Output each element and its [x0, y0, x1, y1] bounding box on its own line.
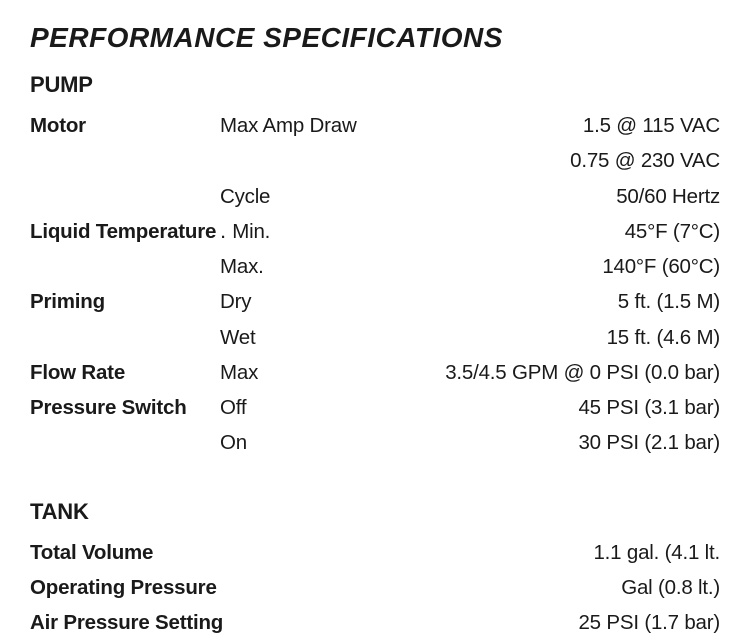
- value-priming-dry: 5 ft. (1.5 M): [618, 284, 720, 319]
- label-max: Max.: [220, 249, 264, 284]
- page-title: PERFORMANCE SPECIFICATIONS: [30, 22, 720, 54]
- col1: Priming: [30, 284, 220, 319]
- spec-sheet: PERFORMANCE SPECIFICATIONS PUMP Motor Ma…: [0, 0, 750, 623]
- value-liquidtemp-min: 45°F (7°C): [625, 214, 720, 249]
- label-pswitch: Pressure Switch: [30, 390, 187, 425]
- label-priming: Priming: [30, 284, 105, 319]
- label-min: Min.: [232, 214, 270, 249]
- value-pswitch-off: 45 PSI (3.1 bar): [578, 390, 720, 425]
- row-totalvolume: Total Volume 1.1 gal. (4.1 lt.: [30, 535, 720, 570]
- section-heading-pump: PUMP: [30, 72, 720, 98]
- value-flowrate: 3.5/4.5 GPM @ 0 PSI (0.0 bar): [445, 355, 720, 390]
- col1: Liquid Temperature ..: [30, 214, 230, 249]
- value-priming-wet: 15 ft. (4.6 M): [607, 320, 720, 355]
- value-liquidtemp-max: 140°F (60°C): [602, 249, 720, 284]
- value-totalvolume: 1.1 gal. (4.1 lt.: [593, 535, 720, 570]
- row-liquidtemp-min: Liquid Temperature .. Min. 45°F (7°C): [30, 214, 720, 249]
- label-flowrate: Flow Rate: [30, 355, 125, 390]
- col1: Flow Rate: [30, 355, 220, 390]
- value-pswitch-on: 30 PSI (2.1 bar): [578, 425, 720, 460]
- label-wet: Wet: [220, 320, 255, 355]
- col1: Motor: [30, 108, 220, 143]
- row-pswitch-off: Pressure Switch Off 45 PSI (3.1 bar): [30, 390, 720, 425]
- row-priming-wet: Wet 15 ft. (4.6 M): [30, 320, 720, 355]
- label-on: On: [220, 425, 247, 460]
- leader-icon: ..: [220, 214, 226, 249]
- label-maxampdraw: Max Amp Draw: [220, 108, 357, 143]
- value-cycle: 50/60 Hertz: [616, 179, 720, 214]
- label-liquidtemp: Liquid Temperature: [30, 214, 216, 249]
- label-flowrate-max: Max: [220, 355, 258, 390]
- row-pswitch-on: On 30 PSI (2.1 bar): [30, 425, 720, 460]
- section-heading-tank: TANK: [30, 499, 720, 525]
- label-totalvolume: Total Volume: [30, 535, 153, 570]
- row-priming-dry: Priming Dry 5 ft. (1.5 M): [30, 284, 720, 319]
- label-dry: Dry: [220, 284, 251, 319]
- label-off: Off: [220, 390, 246, 425]
- label-motor: Motor: [30, 108, 86, 143]
- label-cycle: Cycle: [220, 179, 270, 214]
- value-oppressure: Gal (0.8 lt.): [621, 570, 720, 605]
- row-liquidtemp-max: Max. 140°F (60°C): [30, 249, 720, 284]
- row-motor-maxamp: Motor Max Amp Draw 1.5 @ 115 VAC: [30, 108, 720, 143]
- row-cycle: Cycle 50/60 Hertz: [30, 179, 720, 214]
- label-oppressure: Operating Pressure: [30, 570, 217, 605]
- row-flowrate: Flow Rate Max 3.5/4.5 GPM @ 0 PSI (0.0 b…: [30, 355, 720, 390]
- row-oppressure: Operating Pressure Gal (0.8 lt.): [30, 570, 720, 605]
- row-motor-maxamp-2: 0.75 @ 230 VAC: [30, 143, 720, 178]
- value-maxamp-230: 0.75 @ 230 VAC: [570, 143, 720, 178]
- value-maxamp-115: 1.5 @ 115 VAC: [583, 108, 720, 143]
- col1: Pressure Switch: [30, 390, 220, 425]
